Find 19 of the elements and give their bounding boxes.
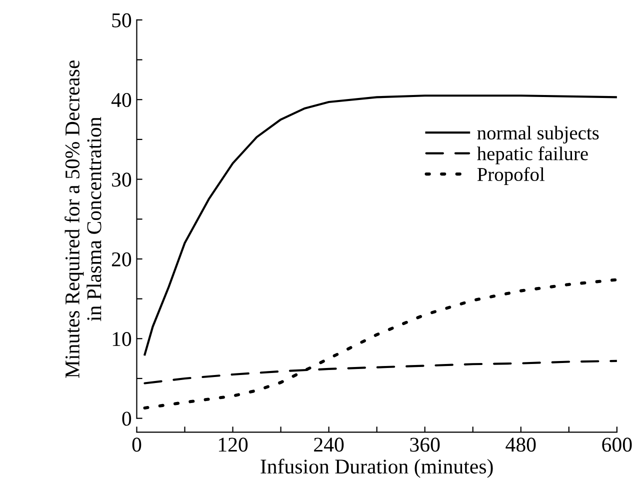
legend-label: hepatic failure [477, 146, 588, 164]
y-tick-label: 20 [112, 252, 132, 266]
legend-label: Propofol [477, 167, 544, 185]
y-axis-title: Minutes Required for a 50% Decrease in Plasma Concentration [64, 60, 102, 378]
x-tick-label: 600 [602, 438, 632, 452]
x-tick-label: 0 [132, 438, 142, 452]
y-tick-label: 50 [112, 13, 132, 28]
y-tick-label: 30 [112, 172, 132, 187]
x-tick-label: 120 [218, 438, 248, 452]
line-series [143, 278, 617, 410]
x-axis-title: Infusion Duration (minutes) [260, 458, 493, 478]
x-tick-label: 360 [410, 438, 440, 452]
x-tick-label: 480 [506, 438, 536, 452]
y-tick-label: 10 [112, 332, 132, 346]
x-tick-label: 240 [314, 438, 344, 452]
y-tick-label: 40 [111, 92, 132, 108]
legend-label: normal subjects [477, 126, 599, 144]
line-series [144, 94, 617, 356]
y-tick-label: 0 [122, 412, 132, 426]
